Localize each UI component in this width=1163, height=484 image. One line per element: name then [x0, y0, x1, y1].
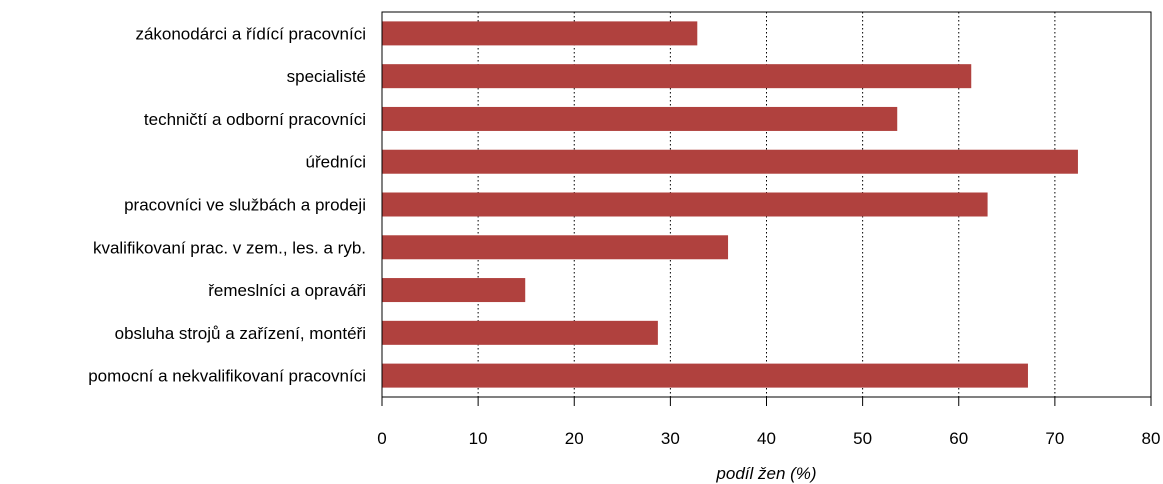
x-axis-title: podíl žen (%) [715, 464, 816, 483]
tick-label: 0 [377, 429, 386, 448]
category-labels: zákonodárci a řídící pracovníci specialis… [88, 24, 366, 385]
bar [382, 64, 972, 89]
category-label: techničtí a odborní pracovníci [144, 110, 366, 129]
category-label: pomocní a nekvalifikovaní pracovníci [88, 367, 366, 386]
bar [382, 192, 988, 217]
tick-label: 80 [1142, 429, 1161, 448]
category-label: obsluha strojů a zařízení, montéři [115, 324, 366, 343]
category-label: zákonodárci a řídící pracovníci [135, 24, 366, 43]
category-label: úředníci [306, 153, 366, 172]
bar [382, 21, 698, 46]
bars [382, 21, 1078, 388]
bar [382, 363, 1028, 388]
tick-label: 10 [469, 429, 488, 448]
category-label: pracovníci ve službách a prodeji [124, 196, 366, 215]
category-label: řemeslníci a opraváři [208, 281, 366, 300]
tick-label: 50 [853, 429, 872, 448]
bar [382, 149, 1078, 174]
tick-label: 60 [949, 429, 968, 448]
bar [382, 106, 898, 131]
tick-label: 20 [565, 429, 584, 448]
category-label: specialisté [287, 67, 366, 86]
bar [382, 235, 729, 260]
category-label: kvalifikovaní prac. v zem., les. a ryb. [93, 238, 366, 257]
tick-label: 40 [757, 429, 776, 448]
tick-label: 30 [661, 429, 680, 448]
bar [382, 320, 658, 345]
tick-label: 70 [1045, 429, 1064, 448]
x-axis-ticks: 0 10 20 30 40 50 60 70 80 [377, 397, 1160, 448]
bar [382, 278, 526, 303]
